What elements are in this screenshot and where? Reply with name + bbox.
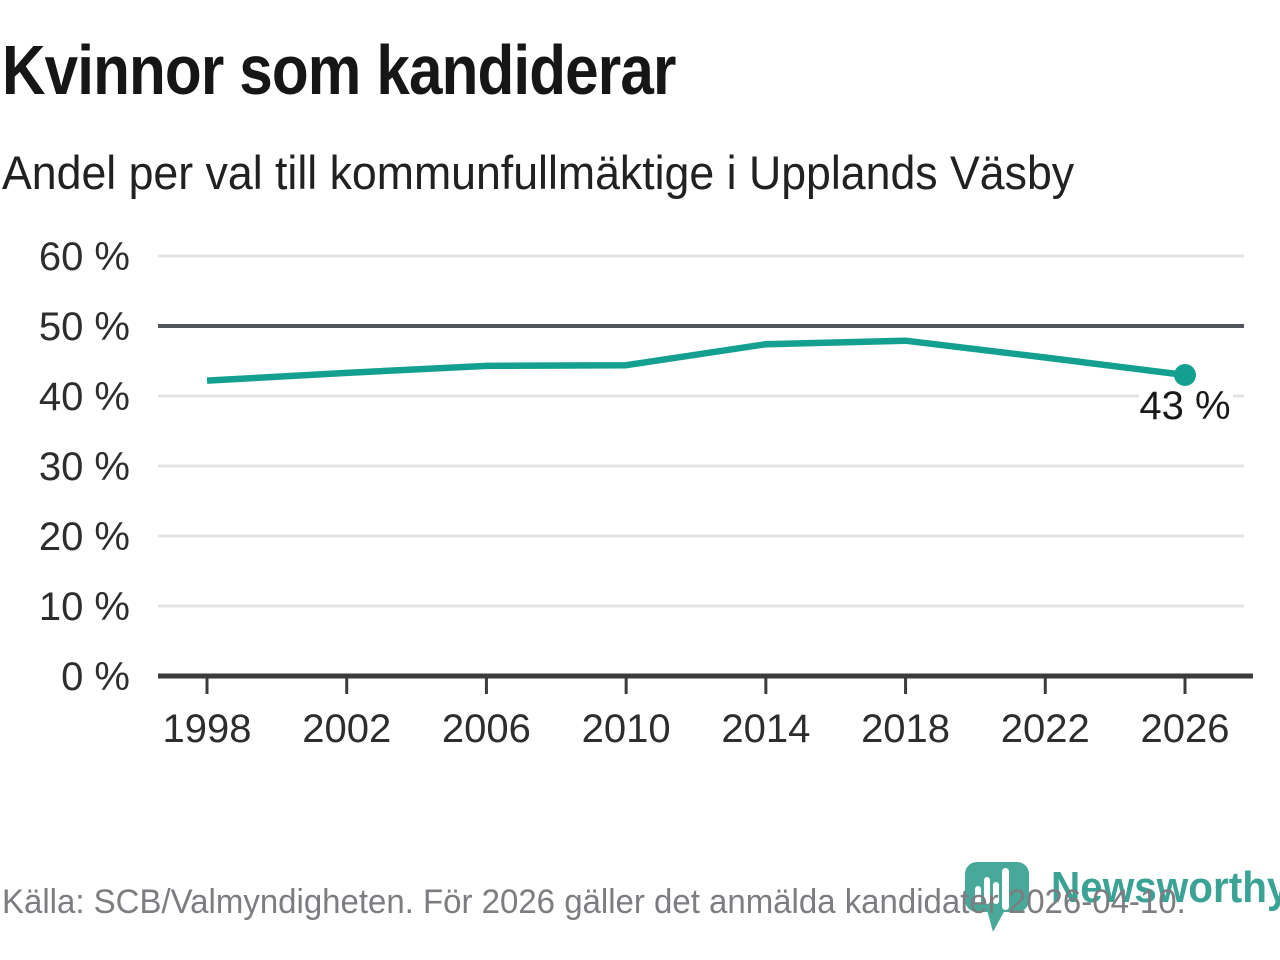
- newsworthy-icon: [965, 862, 1029, 932]
- x-tick-label: 2026: [1141, 707, 1230, 751]
- x-tick-label: 1998: [163, 707, 252, 751]
- y-tick-label: 30 %: [39, 445, 130, 489]
- chart-title: Kvinnor som kandiderar: [2, 31, 676, 109]
- x-tick-label: 2022: [1001, 707, 1090, 751]
- end-point-label: 43 %: [1139, 384, 1230, 428]
- x-tick-label: 2014: [721, 707, 810, 751]
- chart-subtitle: Andel per val till kommunfullmäktige i U…: [2, 146, 1075, 199]
- data-line: [206, 337, 1186, 384]
- newsworthy-wordmark: Newsworthy: [1051, 863, 1280, 912]
- y-tick-label: 10 %: [39, 585, 130, 629]
- x-tick-label: 2002: [302, 707, 391, 751]
- y-tick-label: 40 %: [39, 375, 130, 419]
- y-tick-label: 20 %: [39, 515, 130, 559]
- end-label-halo: [1138, 384, 1233, 426]
- newsworthy-logo: Newsworthy: [963, 856, 1280, 936]
- y-tick-label: 50 %: [39, 305, 130, 349]
- x-tick-label: 2006: [442, 707, 531, 751]
- x-tick-label: 2010: [582, 707, 671, 751]
- y-tick-label: 60 %: [39, 235, 130, 279]
- y-tick-label: 0 %: [61, 655, 130, 699]
- x-tick-label: 2018: [861, 707, 950, 751]
- source-note: Källa: SCB/Valmyndigheten. För 2026 gäll…: [2, 883, 1186, 921]
- end-point-dot: [1173, 364, 1196, 386]
